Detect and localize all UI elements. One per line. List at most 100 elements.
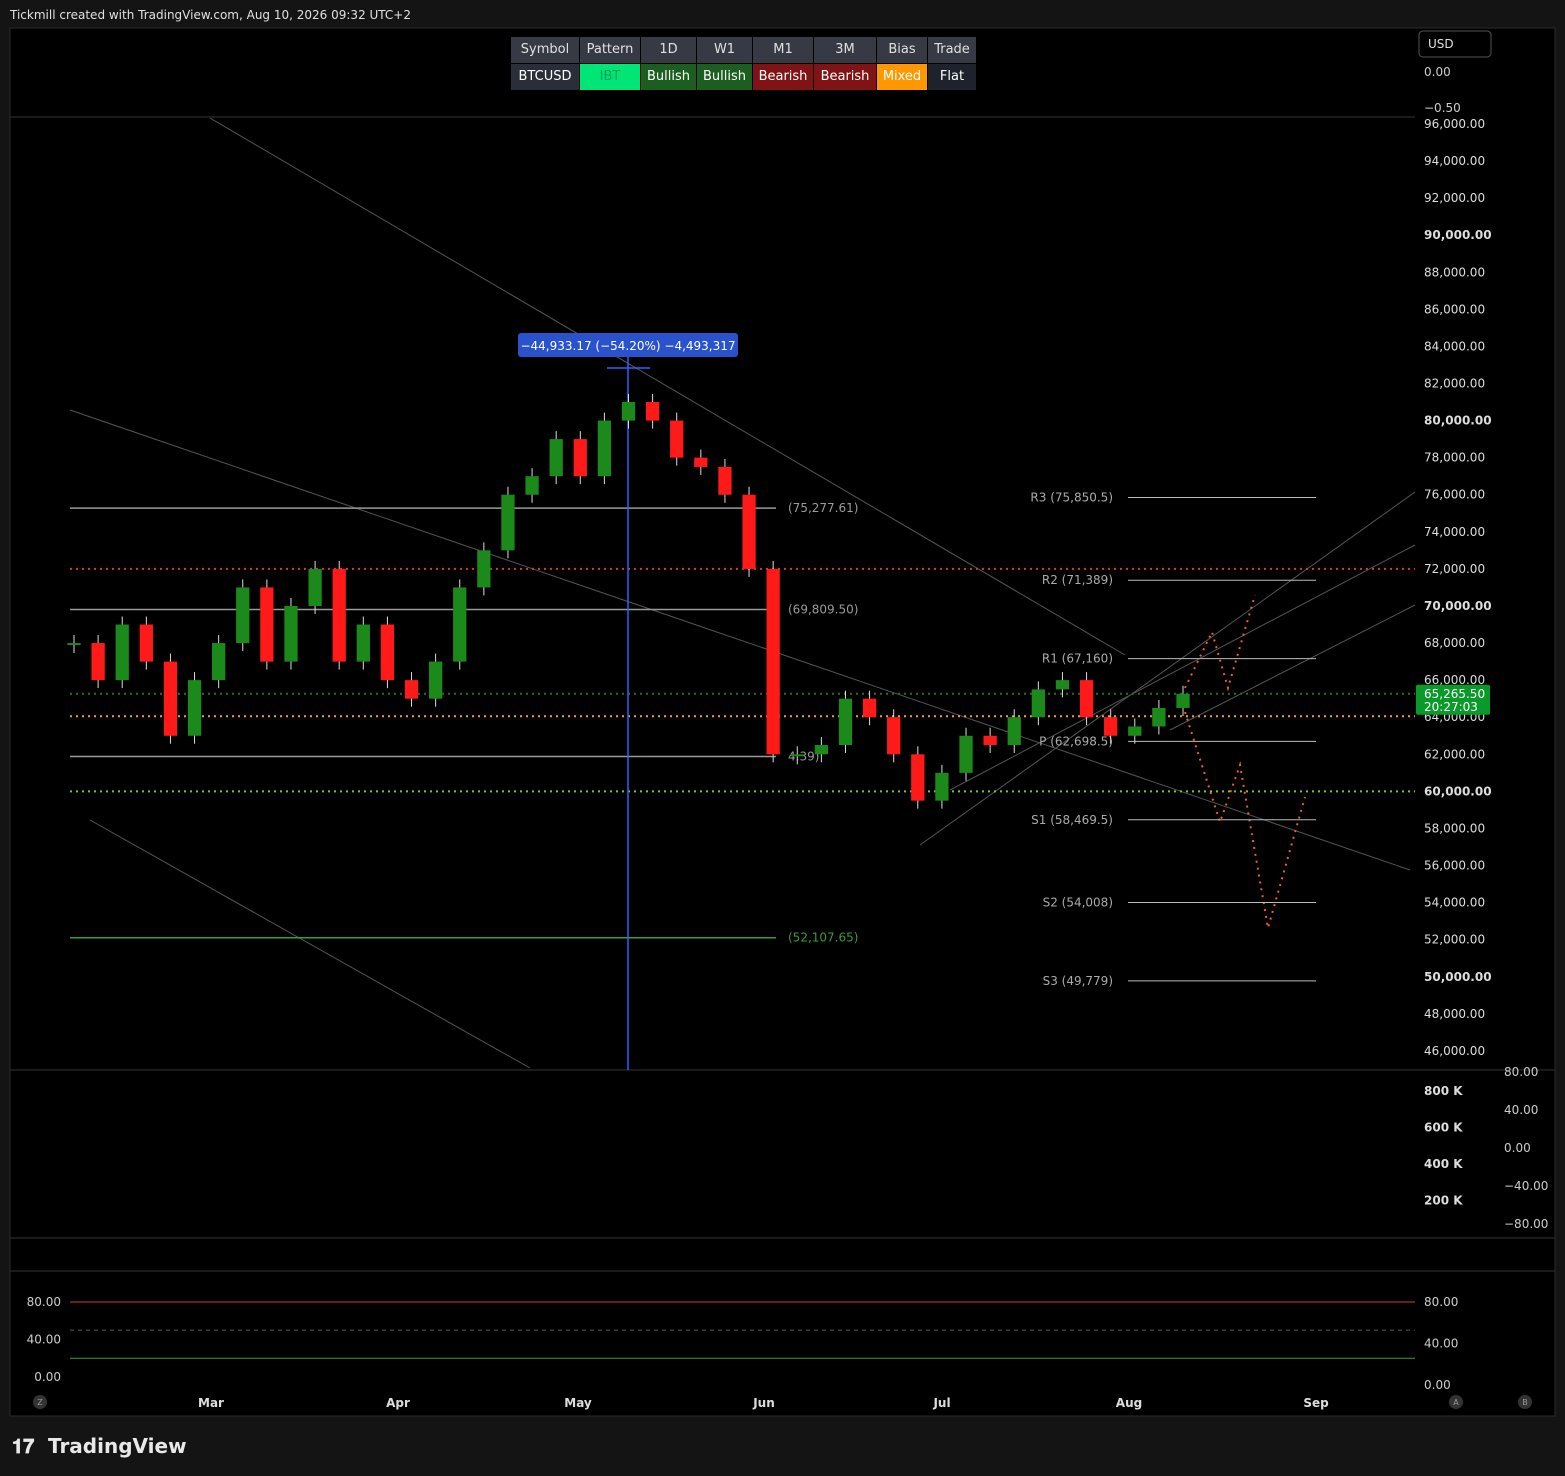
pivot-label: S3 (49,779) [1043, 974, 1113, 988]
osc-tick-label: −80.00 [1504, 1217, 1548, 1231]
table-cell: Bias [877, 37, 927, 63]
x-tick-label: Aug [1116, 1396, 1142, 1410]
nav-button-label: B [1522, 1398, 1528, 1407]
candle-body [1128, 726, 1142, 736]
level-label: (75,277.61) [788, 501, 858, 515]
nav-button[interactable] [1518, 1395, 1532, 1409]
candle-body [645, 402, 660, 421]
candle-body [1031, 689, 1045, 718]
candle-body [1007, 717, 1021, 746]
candle-body [814, 745, 828, 755]
candle-body [1176, 693, 1190, 708]
chart-frame [9, 27, 1556, 1417]
trendlines [69, 117, 1416, 1069]
table-cell: BTCUSD [511, 64, 579, 90]
currency-label: USD [1428, 37, 1454, 51]
candle-body [284, 605, 298, 662]
candle-body [887, 717, 901, 755]
x-tick-label: Sep [1303, 1396, 1329, 1410]
pivot-label: S2 (54,008) [1043, 895, 1113, 909]
candle-body [718, 466, 732, 495]
y-tick-label: 48,000.00 [1424, 1007, 1485, 1021]
candle-body [212, 643, 226, 681]
candle-body [477, 550, 491, 588]
x-tick-label: Mar [198, 1396, 224, 1410]
y-tick-label: 76,000.00 [1424, 488, 1485, 502]
y-tick-label: 94,000.00 [1424, 154, 1485, 168]
nav-button-label: Z [37, 1398, 43, 1407]
y-tick-label: 46,000.00 [1424, 1044, 1485, 1058]
volume-tick-label: 200 K [1424, 1193, 1463, 1207]
table-cell: IBT [580, 64, 640, 90]
candle-body [742, 494, 756, 569]
candle-body [139, 624, 153, 662]
pivot-label: R1 (67,160) [1042, 652, 1113, 666]
price-tag-countdown: 20:27:03 [1424, 700, 1478, 714]
candle-body [597, 420, 612, 477]
y-tick-label: 56,000.00 [1424, 859, 1485, 873]
candle-body [790, 754, 804, 757]
pivot-label: P (62,698.5) [1039, 734, 1113, 748]
stoch-tick-label-right: 80.00 [1424, 1295, 1458, 1309]
stoch-tick-label-right: 0.00 [1424, 1378, 1451, 1392]
table-cell: Symbol [511, 37, 579, 63]
header-text: Tickmill created with TradingView.com, A… [9, 8, 411, 22]
table-cell: 1D [641, 37, 696, 63]
candle-body [573, 439, 587, 477]
candle-body [549, 439, 563, 477]
pivot-label: S1 (58,469.5) [1031, 813, 1113, 827]
nav-button-label: A [1453, 1398, 1459, 1407]
nav-button[interactable] [33, 1395, 47, 1409]
stoch-tick-label-right: 40.00 [1424, 1337, 1458, 1351]
candle-body [187, 680, 202, 736]
x-tick-label: Jul [932, 1396, 950, 1410]
projection-path [1184, 711, 1306, 929]
candle-body [453, 587, 467, 662]
y-tick-label: 52,000.00 [1424, 933, 1485, 947]
candle-body [308, 568, 322, 606]
y-tick-label: 78,000.00 [1424, 451, 1485, 465]
table-cell: 3M [814, 37, 876, 63]
candle-body [380, 624, 395, 681]
candle-body [694, 457, 708, 467]
table-cell: Pattern [580, 37, 640, 63]
level-label: (52,107.65) [788, 931, 858, 945]
brand-icon: 𝟏𝟕 [12, 1434, 34, 1458]
y-tick-label: 96,000.00 [1424, 117, 1485, 131]
candle-body [621, 402, 636, 421]
table-cell: M1 [753, 37, 813, 63]
osc-tick-label: −40.00 [1504, 1179, 1548, 1193]
osc-tick-label: 0.00 [1504, 1141, 1531, 1155]
candle-body [1104, 717, 1118, 736]
nav-button[interactable] [1449, 1395, 1463, 1409]
stoch-tick-label: 40.00 [27, 1333, 61, 1347]
y-tick-label: 82,000.00 [1424, 376, 1485, 390]
candle-body [67, 643, 81, 646]
table-cell: Bullish [641, 64, 696, 90]
volume-tick-label: 400 K [1424, 1157, 1463, 1171]
level-label: (69,809.50) [788, 603, 858, 617]
y-tick-label: 58,000.00 [1424, 821, 1485, 835]
candle-body [501, 494, 515, 551]
candle-body [911, 754, 925, 801]
y-tick-label: 0.00 [1424, 65, 1451, 79]
y-tick-label: 88,000.00 [1424, 265, 1485, 279]
status-table: Symbol Pattern 1D W1 M1 3M Bias Trade BTCUSD IBT B… [511, 37, 976, 90]
level-label: 4.39) [788, 749, 819, 763]
candle-body [332, 568, 346, 662]
y-tick-label: 74,000.00 [1424, 525, 1485, 539]
osc-tick-label: 40.00 [1504, 1103, 1538, 1117]
candle-body [1055, 680, 1070, 690]
candle-body [862, 698, 877, 718]
y-tick-label: −0.50 [1424, 101, 1461, 115]
candle-body [983, 735, 997, 746]
candle-body [115, 624, 129, 681]
pivot-label: R3 (75,850.5) [1030, 491, 1113, 505]
table-cell: Bearish [814, 64, 876, 90]
candle-body [356, 624, 370, 662]
table-cell: Bullish [697, 64, 752, 90]
y-tick-label: 50,000.00 [1424, 970, 1492, 984]
currency-button[interactable] [1418, 30, 1492, 58]
y-tick-label: 66,000.00 [1424, 673, 1485, 687]
